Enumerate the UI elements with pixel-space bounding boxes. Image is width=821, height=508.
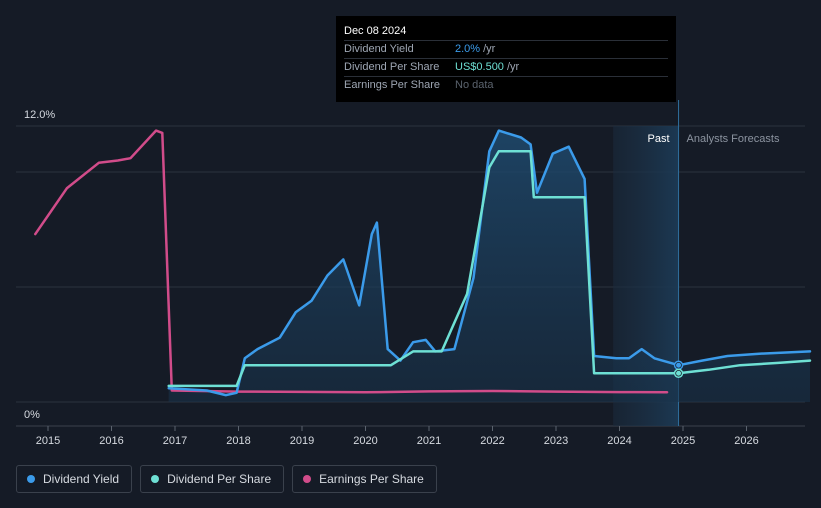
tooltip-row-dividend-per-share: Dividend Per Share US$0.500 /yr [344, 59, 668, 77]
series-lines [34, 129, 812, 397]
hover-tooltip: Dec 08 2024 Dividend Yield 2.0% /yr Divi… [336, 16, 676, 102]
tooltip-row-earnings-per-share: Earnings Per Share No data [344, 77, 668, 94]
legend-dot-icon [303, 475, 312, 483]
series-line-dividend-per-share [167, 150, 812, 388]
chart-legend: Dividend Yield Dividend Per Share Earnin… [16, 465, 437, 493]
x-tick-label: 2020 [353, 435, 377, 447]
x-tick-label: 2017 [163, 435, 187, 447]
legend-label: Earnings Per Share [319, 472, 424, 486]
legend-dot-icon [151, 475, 160, 483]
x-tick-label: 2015 [36, 435, 60, 447]
legend-dot-icon [27, 475, 35, 483]
legend-label: Dividend Per Share [167, 472, 272, 486]
legend-item-earnings-per-share[interactable]: Earnings Per Share [292, 465, 437, 493]
past-label: Past [648, 133, 670, 145]
x-tick-label: 2026 [734, 435, 758, 447]
forecast-label: Analysts Forecasts [687, 133, 780, 145]
tooltip-date: Dec 08 2024 [344, 22, 668, 41]
legend-item-dividend-yield[interactable]: Dividend Yield [16, 465, 133, 493]
tooltip-label: Earnings Per Share [344, 79, 440, 91]
x-tick-label: 2019 [290, 435, 314, 447]
tooltip-value: No data [455, 79, 494, 91]
axis-labels: 12.0% 0% 2015 2016 2017 2018 2019 2020 2021 2022 2… [24, 109, 759, 447]
y-tick-label-zero: 0% [24, 409, 40, 421]
hover-markers [673, 360, 684, 378]
legend-item-dividend-per-share[interactable]: Dividend Per Share [140, 465, 285, 493]
tooltip-label: Dividend Per Share [344, 61, 440, 73]
legend-label: Dividend Yield [43, 472, 120, 486]
dividend-yield-area [168, 130, 810, 402]
y-tick-label-max: 12.0% [24, 109, 55, 121]
marker-dot [676, 362, 682, 368]
tooltip-unit: /yr [483, 43, 496, 55]
tooltip-label: Dividend Yield [344, 43, 414, 55]
x-tick-label: 2016 [99, 435, 123, 447]
tooltip-value: US$0.500 [455, 61, 504, 73]
dividend-yield-fill [168, 130, 810, 402]
series-line-dividend-yield [167, 129, 812, 397]
tooltip-value: 2.0% [455, 43, 481, 55]
tooltip-row-dividend-yield: Dividend Yield 2.0% /yr [344, 41, 668, 59]
x-tick-label: 2018 [226, 435, 250, 447]
tooltip-unit: /yr [506, 61, 520, 73]
marker-dot [676, 370, 682, 376]
x-tick-label: 2025 [671, 435, 695, 447]
x-tick-label: 2023 [544, 435, 568, 447]
x-tick-label: 2021 [417, 435, 441, 447]
x-tick-label: 2024 [607, 435, 631, 447]
x-tick-label: 2022 [480, 435, 504, 447]
